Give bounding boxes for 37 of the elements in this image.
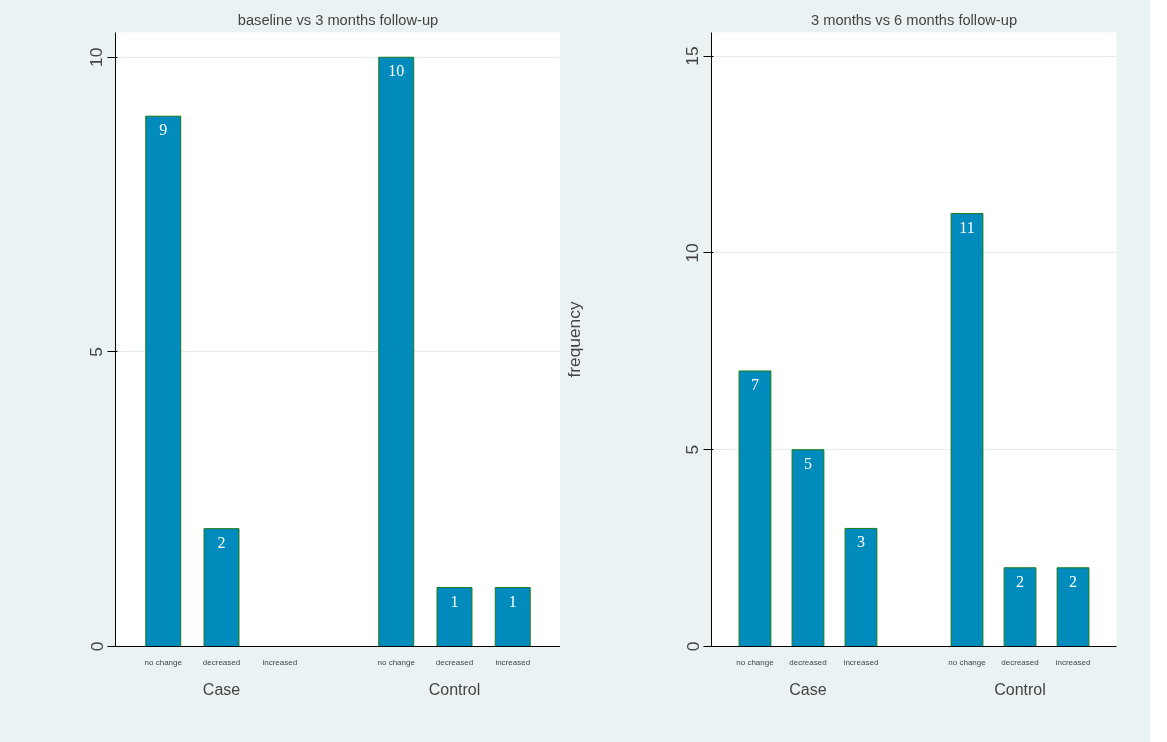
x-tick-label: no change <box>948 657 987 667</box>
text: Case <box>202 680 241 698</box>
y-tick-label: 0 <box>682 641 703 652</box>
y-tick-label: 5 <box>682 444 703 455</box>
y-tick-label: 5 <box>86 347 107 357</box>
x-tick-label: decreased <box>435 657 474 667</box>
data-label: 3 <box>856 533 865 551</box>
data-label: 1 <box>508 592 517 610</box>
x-tick-label: increased <box>495 657 531 667</box>
data-label: 10 <box>388 62 405 80</box>
x-tick-label: increased <box>262 657 298 667</box>
x-tick-label: increased <box>843 657 879 667</box>
x-tick-label: no change <box>144 657 183 667</box>
data-label: 9 <box>159 121 168 139</box>
data-label: 2 <box>217 533 226 551</box>
data-label: 11 <box>959 218 975 236</box>
y-tick-label: 10 <box>682 243 703 263</box>
data-label: 2 <box>1016 572 1025 590</box>
chart-title: 3 months vs 6 months follow-up <box>810 11 1018 28</box>
text: Control <box>428 680 481 698</box>
y-tick-label: 0 <box>86 641 107 652</box>
text: Case <box>789 680 827 698</box>
text: Control <box>994 680 1046 698</box>
chart-title: baseline vs 3 months follow-up <box>237 11 439 28</box>
y-tick-label: 15 <box>682 46 703 66</box>
data-label: 7 <box>750 375 759 393</box>
y-axis-title: frequency <box>563 301 584 378</box>
x-tick-label: no change <box>736 657 775 667</box>
y-tick-label: 10 <box>86 47 107 67</box>
data-label: 5 <box>803 454 812 472</box>
x-tick-label: decreased <box>789 657 827 667</box>
x-tick-label: no change <box>377 657 416 667</box>
x-tick-label: decreased <box>1001 657 1039 667</box>
data-label: 2 <box>1069 572 1078 590</box>
x-tick-label: increased <box>1055 657 1091 667</box>
x-tick-label: decreased <box>202 657 241 667</box>
data-label: 1 <box>450 592 459 610</box>
